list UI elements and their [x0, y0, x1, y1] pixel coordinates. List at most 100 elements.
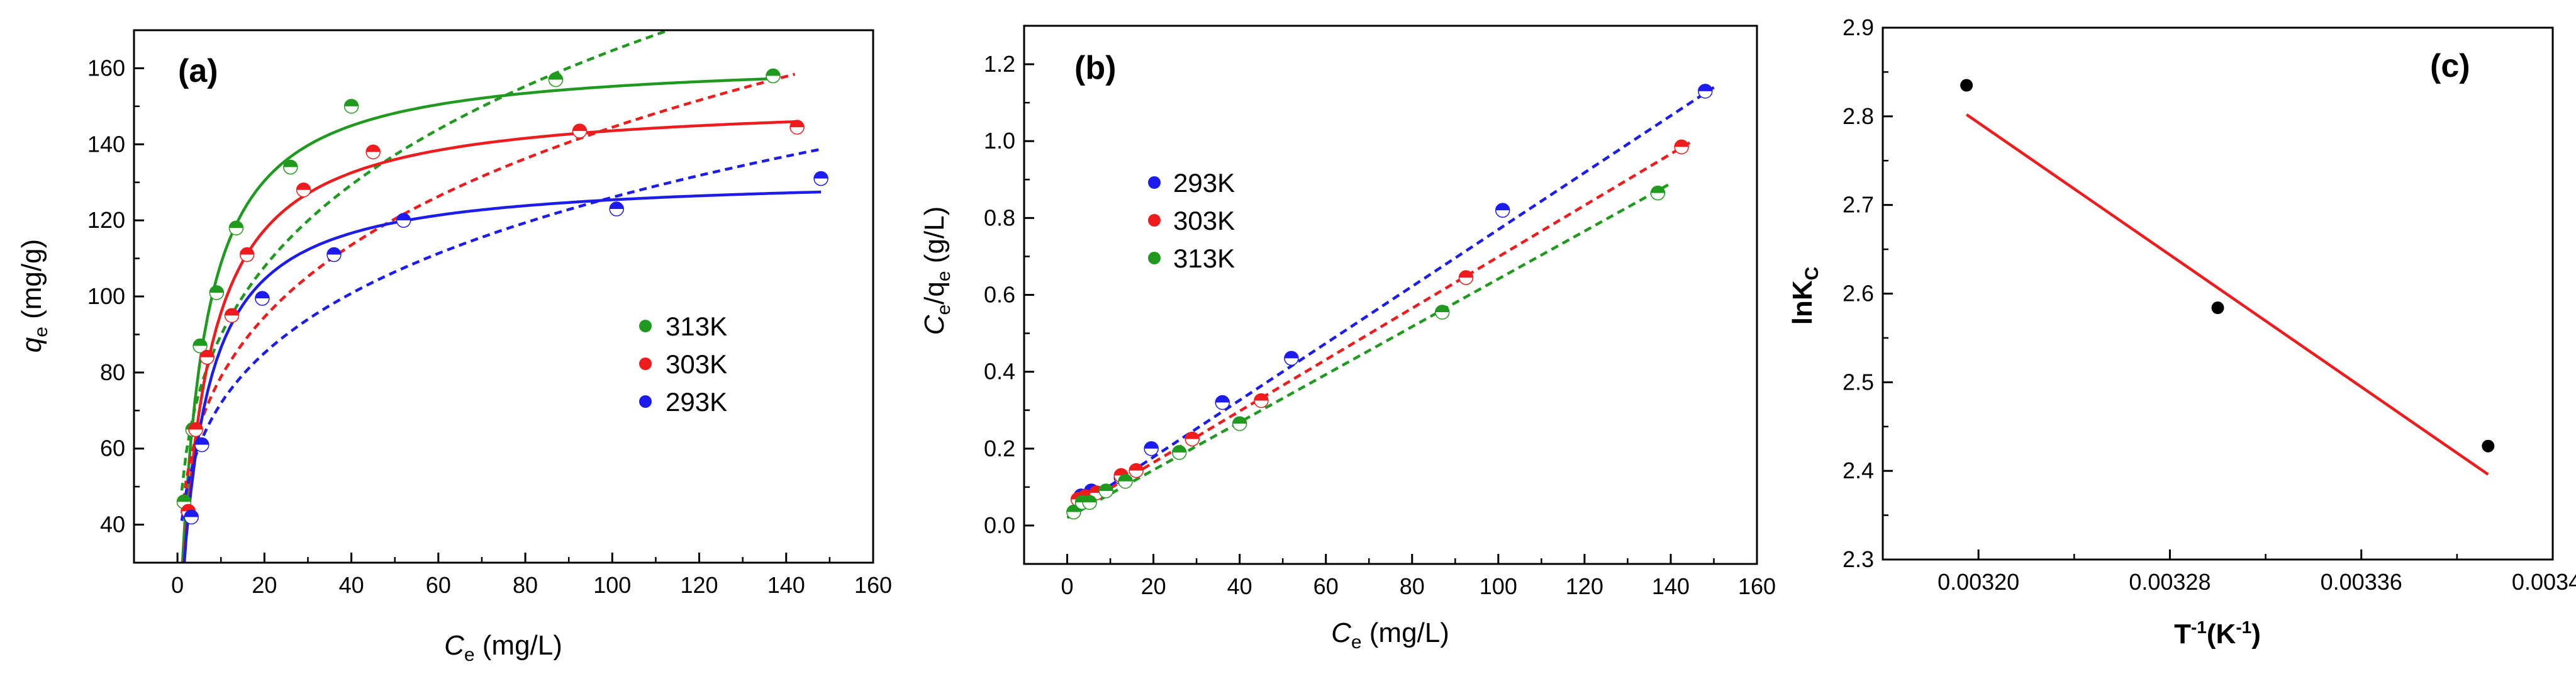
- panel-c-ytick-label: 2.9: [1843, 14, 1874, 40]
- data-point-303k: [1458, 270, 1474, 285]
- panel-a-ytick-label: 80: [100, 359, 125, 385]
- data-point-313k: [1118, 473, 1133, 489]
- panel-c-ylabel: lnKC: [1787, 267, 1822, 325]
- panel-c-ytick-label: 2.6: [1843, 281, 1874, 307]
- panel-b-label: (b): [1074, 50, 1116, 86]
- data-point-303k: [365, 144, 381, 160]
- data-point-293k: [396, 213, 411, 228]
- panel-c-xtick-label: 0.00320: [1938, 569, 2019, 595]
- panel-a-ylabel: qe (mg/g): [16, 239, 52, 353]
- legend-marker-b-293k: [1148, 176, 1161, 189]
- data-point-293k: [609, 201, 624, 217]
- legend-label-313k: 313K: [666, 312, 727, 341]
- data-point-293k: [255, 291, 270, 306]
- panel-c-xlabel: T-1(K-1): [2174, 617, 2261, 650]
- data-point-series: [2482, 439, 2495, 453]
- data-point-313k: [1098, 483, 1113, 498]
- panel-a-xtick-label: 20: [252, 572, 277, 598]
- panel-a-ytick-label: 60: [100, 436, 125, 461]
- panel-b-xtick-label: 80: [1400, 573, 1425, 599]
- panel-a-points: [176, 68, 828, 525]
- panel-b-xlabel: Ce (mg/L): [1331, 617, 1449, 653]
- data-point-313k: [283, 159, 298, 175]
- fit-line-303k: [1066, 140, 1693, 515]
- panel-c-label: (c): [2430, 48, 2470, 84]
- data-point-293k: [326, 247, 342, 262]
- panel-a-xtick-label: 120: [680, 572, 718, 598]
- panel-b-ytick-label: 1.0: [984, 128, 1015, 154]
- legend-label-293k: 293K: [666, 387, 727, 417]
- fit-langmuir-313k: [181, 77, 774, 563]
- panel-a-ytick-label: 120: [87, 207, 125, 233]
- data-point-293k: [1495, 203, 1510, 218]
- panel-c-ytick-label: 2.7: [1843, 192, 1874, 218]
- data-point-293k: [1284, 351, 1299, 366]
- legend-marker-b-313k: [1148, 252, 1161, 264]
- fit-freundlich-313k: [180, 30, 673, 491]
- panel-a-legend: 313K 303K 293K: [639, 312, 727, 417]
- panel-c-ytick-label: 2.3: [1843, 546, 1874, 572]
- panel-c-ytick-label: 2.4: [1843, 458, 1874, 483]
- panel-c-ytick-label: 2.5: [1843, 369, 1874, 395]
- legend-marker-b-303k: [1148, 214, 1161, 227]
- legend-item-b-313k: 313K: [1148, 244, 1235, 273]
- panel-a-xtick-label: 60: [426, 572, 451, 598]
- chart-panel-a: 0 20 40 60 80 100 120 140 160406080100120140160 …: [16, 29, 892, 665]
- data-point-303k: [1254, 393, 1269, 408]
- data-point-313k: [209, 285, 225, 300]
- chart-panel-c: 0.00320 0.00328 0.00336 0.00344 2.3 2.4 2.5 2.6…: [1787, 14, 2576, 650]
- legend-marker-313k: [639, 320, 652, 332]
- data-point-293k: [184, 509, 199, 525]
- data-point-293k: [1215, 395, 1230, 410]
- legend-label-b-313k: 313K: [1173, 244, 1235, 273]
- panel-b-ytick-label: 0.2: [984, 436, 1015, 461]
- fit-freundlich-293k: [180, 147, 822, 521]
- data-point-303k: [1674, 139, 1689, 155]
- panel-b-xtick-label: 100: [1480, 573, 1517, 599]
- fit-langmuir-293k: [182, 190, 822, 563]
- panel-a-xtick-label: 140: [767, 572, 805, 598]
- panel-a-xtick-label: 100: [593, 572, 631, 598]
- panel-b-xtick-label: 140: [1652, 573, 1690, 599]
- data-point-313k: [1082, 495, 1097, 510]
- data-point-series: [1960, 79, 1973, 92]
- panel-b-points: [1066, 84, 1713, 520]
- legend-item-b-303k: 303K: [1148, 206, 1235, 235]
- panel-b-ytick-label: 0.0: [984, 512, 1015, 538]
- panel-a-ytick-label: 40: [100, 512, 125, 537]
- data-point-303k: [572, 123, 588, 138]
- data-point-303k: [1129, 463, 1144, 478]
- data-point-303k: [789, 120, 805, 135]
- panel-b-ylabel: Ce/qe (g/L): [919, 206, 954, 335]
- panel-b-xtick-label: 40: [1227, 573, 1252, 599]
- data-point-313k: [1434, 305, 1450, 320]
- panel-b-fits: [1066, 86, 1715, 519]
- panel-a-axes-frame: [133, 29, 874, 564]
- data-point-303k: [296, 183, 311, 198]
- panel-a-label: (a): [178, 53, 218, 89]
- panel-a-xtick-label: 80: [513, 572, 538, 598]
- panel-c-xtick-label: 0.00344: [2512, 569, 2576, 595]
- fit-line-293k: [1066, 86, 1715, 515]
- panel-c-axes-frame: [1882, 26, 2554, 561]
- legend-label-b-293k: 293K: [1173, 168, 1235, 198]
- panel-b-ticks: 0 20 40 60 80 100 120 140 160 0.0 0.2 0.4 0.6 0.8 1.0 1…: [984, 51, 1776, 599]
- data-point-313k: [1171, 445, 1187, 460]
- panel-c-xtick-label: 0.00328: [2129, 569, 2211, 595]
- panel-b-ytick-label: 0.6: [984, 282, 1015, 308]
- fit-line-series: [1965, 113, 2489, 476]
- panel-b-ytick-label: 1.2: [984, 51, 1015, 77]
- panel-c-xtick-label: 0.00336: [2321, 569, 2402, 595]
- data-point-313k: [192, 338, 208, 354]
- legend-label-b-303k: 303K: [1173, 206, 1235, 235]
- fit-line-313k: [1066, 182, 1672, 519]
- data-point-313k: [766, 68, 781, 84]
- panel-b-xtick-label: 160: [1738, 573, 1776, 599]
- panel-b-axes-frame: [1023, 25, 1758, 565]
- panel-c-points: [1960, 79, 2495, 453]
- data-point-313k: [1650, 185, 1666, 201]
- fit-freundlich-303k: [180, 72, 796, 514]
- panel-b-xtick-label: 0: [1061, 573, 1074, 599]
- data-point-series: [2211, 301, 2224, 315]
